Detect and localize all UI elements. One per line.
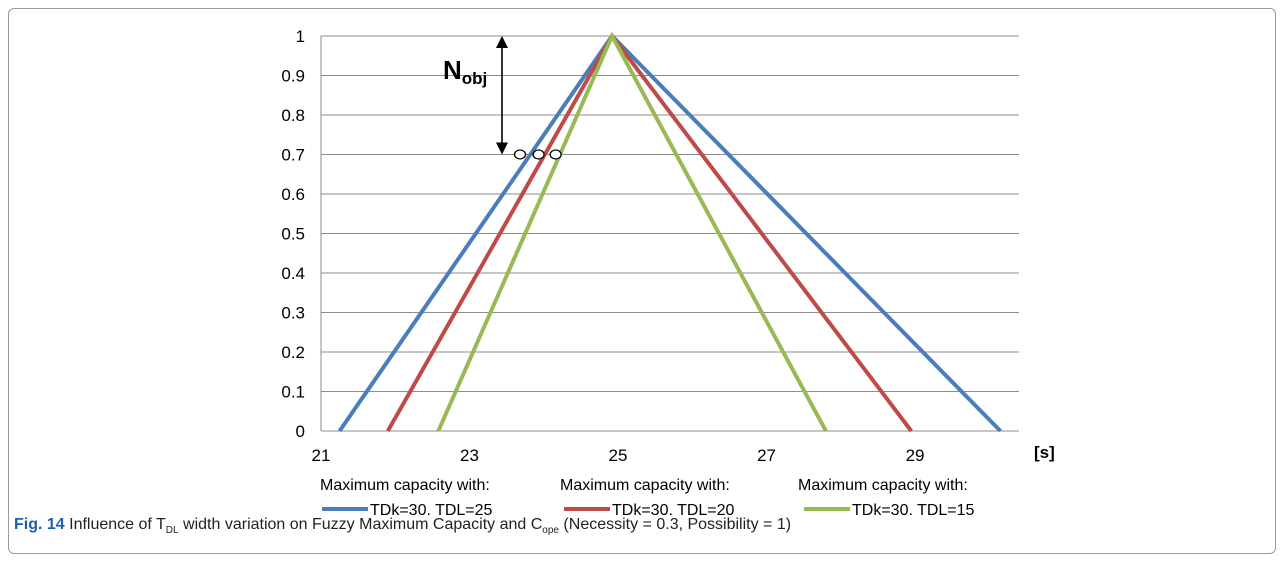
series-lines xyxy=(337,31,1002,433)
threshold-marker xyxy=(532,149,545,160)
legend-prefix: Maximum capacity with: xyxy=(320,477,490,494)
nobj-label-sub: obj xyxy=(462,69,488,88)
caption-text-3: (Necessity = 0.3, Possibility = 1) xyxy=(558,516,792,533)
y-tick-labels: 0 0.1 0.2 0.3 0.4 0.5 0.6 0.7 0.8 0.9 1 xyxy=(281,27,305,441)
chart: 0 0.1 0.2 0.3 0.4 0.5 0.6 0.7 0.8 0.9 1 21 23 25 27 29… xyxy=(281,27,1055,515)
y-tick-label: 0.8 xyxy=(281,106,305,125)
x-tick-label: 23 xyxy=(460,446,479,465)
x-axis-unit-label: [s] xyxy=(1034,443,1055,462)
nobj-annotation: Nobj xyxy=(443,36,508,155)
figure-frame xyxy=(8,8,1276,554)
caption-sub-1: DL xyxy=(165,525,179,537)
y-tick-label: 0.7 xyxy=(281,146,305,165)
y-tick-label: 0.1 xyxy=(281,383,305,402)
x-tick-label: 21 xyxy=(312,446,331,465)
caption-text-2: width variation on Fuzzy Maximum Capacit… xyxy=(178,516,543,533)
legend-prefix: Maximum capacity with: xyxy=(560,477,730,494)
x-tick-label: 27 xyxy=(757,446,776,465)
x-tick-labels: 21 23 25 27 29 xyxy=(312,446,925,465)
y-tick-label: 0.6 xyxy=(281,185,305,204)
caption-fig-label: Fig. 14 xyxy=(14,516,65,533)
legend-prefix: Maximum capacity with: xyxy=(798,477,968,494)
y-tick-label: 0.3 xyxy=(281,304,305,323)
y-tick-label: 0.9 xyxy=(281,67,305,86)
nobj-arrow-head-down xyxy=(496,142,508,155)
legend-label: TDk=30, TDL=15 xyxy=(852,502,975,515)
threshold-marker xyxy=(549,149,562,160)
threshold-markers xyxy=(513,149,562,160)
y-tick-label: 0.4 xyxy=(281,264,305,283)
x-tick-label: 25 xyxy=(609,446,628,465)
series-line xyxy=(436,31,828,432)
y-tick-label: 0.5 xyxy=(281,225,305,244)
caption-sub-2: ope xyxy=(542,525,559,537)
nobj-label: Nobj xyxy=(443,55,487,88)
y-tick-label: 0.2 xyxy=(281,343,305,362)
figure-caption: Fig. 14 Influence of TDL width variation… xyxy=(14,516,791,536)
legend-label: TDk=30, TDL=20 xyxy=(612,502,735,515)
x-tick-label: 29 xyxy=(906,446,925,465)
y-tick-label: 0 xyxy=(296,422,305,441)
threshold-marker xyxy=(513,149,527,160)
nobj-arrow-head-up xyxy=(496,36,508,48)
y-tick-label: 1 xyxy=(296,27,305,46)
caption-text-1: Influence of T xyxy=(64,516,166,533)
legend-label: TDk=30, TDL=25 xyxy=(370,502,493,515)
legend: Maximum capacity with: TDk=30, TDL=25 Maxi… xyxy=(320,477,975,515)
